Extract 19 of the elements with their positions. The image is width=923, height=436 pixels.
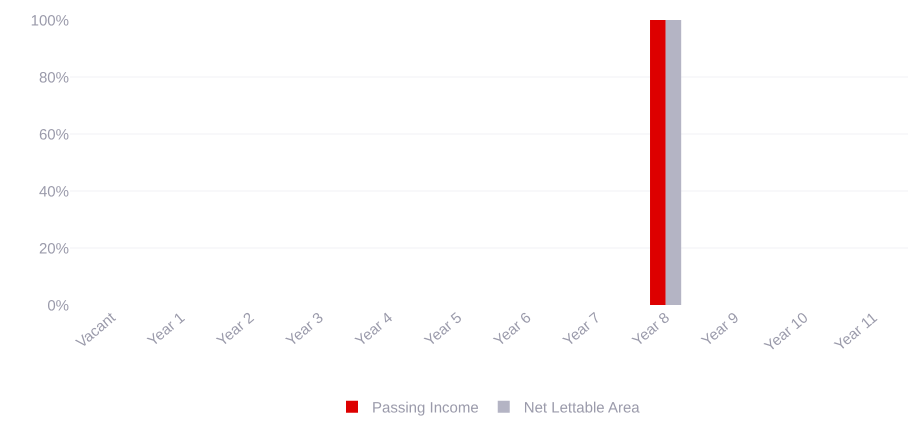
y-tick-label: 40% [38, 183, 69, 200]
y-tick-label: 100% [30, 12, 69, 30]
x-tick-label: Year 4 [352, 309, 396, 350]
x-tick-label: Year 10 [761, 309, 812, 356]
y-tick-label: 0% [47, 297, 69, 314]
x-tick-label: Year 7 [560, 309, 604, 350]
legend-label: Passing Income [372, 400, 479, 417]
x-tick-label: Year 8 [629, 309, 673, 350]
y-tick-label: 80% [38, 69, 69, 86]
x-tick-label: Year 6 [490, 309, 534, 350]
x-tick-label: Year 11 [831, 309, 881, 354]
x-tick-label: Year 9 [698, 309, 742, 350]
x-tick-label: Year 1 [144, 309, 188, 350]
y-tick-label: 20% [38, 240, 69, 258]
x-tick-label: Year 5 [421, 309, 466, 350]
legend-label: Net Lettable Area [524, 400, 640, 417]
x-tick-label: Year 3 [282, 309, 327, 350]
y-tick-label: 60% [38, 126, 69, 144]
x-tick-label: Year 2 [214, 309, 258, 350]
